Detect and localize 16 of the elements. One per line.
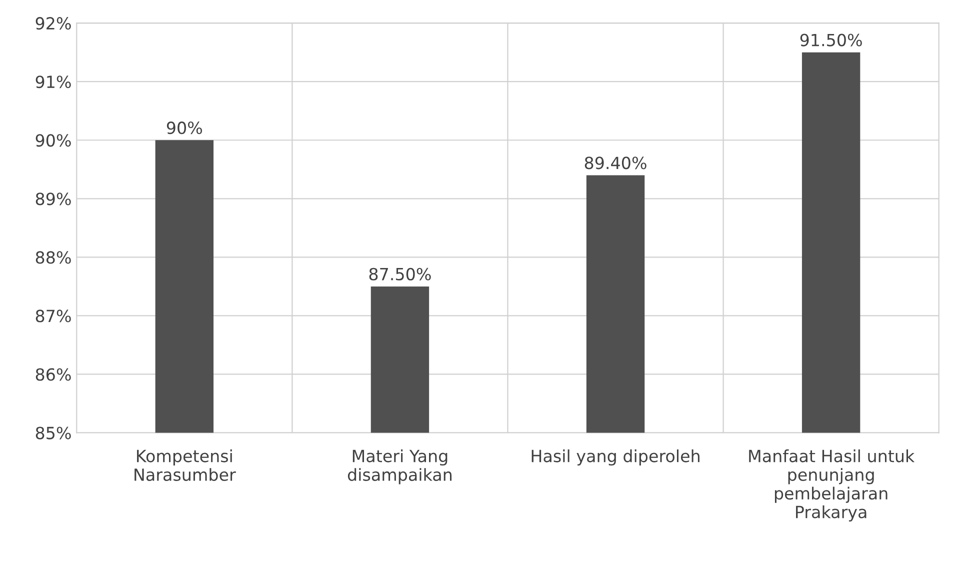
y-tick-label: 87% <box>36 310 71 322</box>
data-label: 89.40% <box>584 156 646 170</box>
data-label: 90% <box>166 122 202 134</box>
data-label: 91.50% <box>800 34 862 46</box>
x-tick-label: Hasil yang diperoleh <box>532 449 700 466</box>
y-tick-label: 92% <box>36 17 71 30</box>
y-tick-label: 89% <box>36 192 71 206</box>
x-tick-label: Manfaat Hasil untuk penunjang pembelajaran Prakarya <box>749 449 915 522</box>
y-tick-label: 86% <box>36 368 71 381</box>
x-tick-label: Materi Yang disampaikan <box>348 449 452 484</box>
y-tick-label: 88% <box>36 251 71 264</box>
y-tick-label: 85% <box>36 426 71 440</box>
data-label: 87.50% <box>369 268 431 280</box>
y-tick-label: 91% <box>36 76 71 88</box>
x-tick-label: Kompetensi Narasumber <box>134 449 236 481</box>
y-tick-label: 90% <box>36 134 71 147</box>
